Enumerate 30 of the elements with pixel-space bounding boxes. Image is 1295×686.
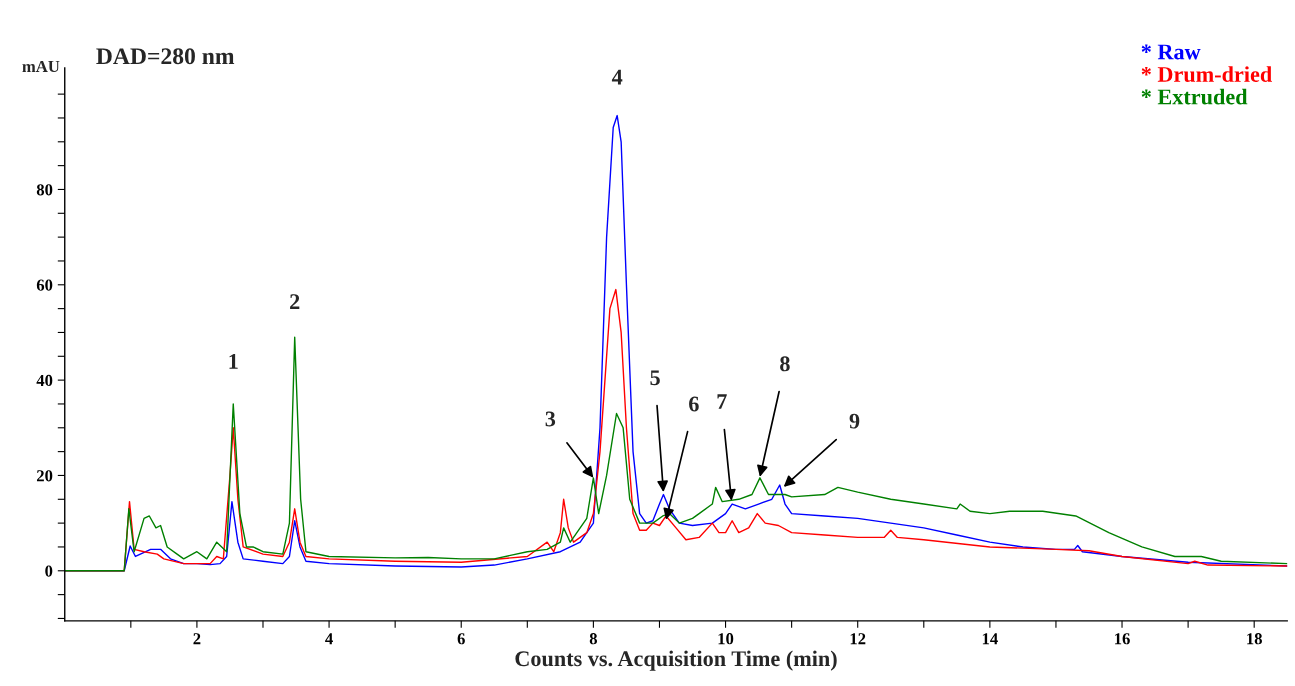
y-tick-label: 60 [36, 279, 53, 291]
annotation: 6 [689, 396, 699, 412]
y-tick-label: 0 [45, 565, 53, 577]
y-tick-label: 20 [36, 470, 53, 482]
x-tick-label: 16 [1115, 633, 1130, 645]
annotation: 3 [545, 411, 556, 427]
x-tick-label: 12 [850, 633, 866, 645]
chart-title: DAD=280 nm [96, 48, 235, 65]
annotation: 1 [229, 354, 238, 369]
annotation: 4 [611, 69, 623, 85]
x-tick-label: 8 [589, 633, 597, 645]
x-tick-label: 2 [193, 633, 201, 645]
x-tick-label: 18 [1247, 633, 1262, 645]
annotation: 9 [849, 413, 860, 429]
line-series [64, 336, 1288, 572]
annotation: 2 [290, 294, 300, 309]
text: * Extruded [1141, 88, 1248, 105]
y-axis-title: mAU [22, 60, 60, 73]
x-tick-label: 14 [982, 633, 998, 645]
y-tick-label: 80 [36, 184, 53, 196]
x-tick-label: 10 [718, 633, 734, 645]
x-axis-title: Counts vs. Acquisition Time (min) [515, 650, 837, 671]
text: * Raw [1141, 44, 1201, 60]
x-tick-label: 4 [325, 633, 333, 645]
annotation: 8 [780, 356, 790, 372]
y-tick-label: 40 [36, 374, 53, 387]
annotation: 7 [717, 394, 727, 409]
annotation: 5 [650, 370, 660, 386]
text: * Drum-dried [1141, 66, 1272, 82]
x-tick-label: 6 [457, 633, 465, 645]
